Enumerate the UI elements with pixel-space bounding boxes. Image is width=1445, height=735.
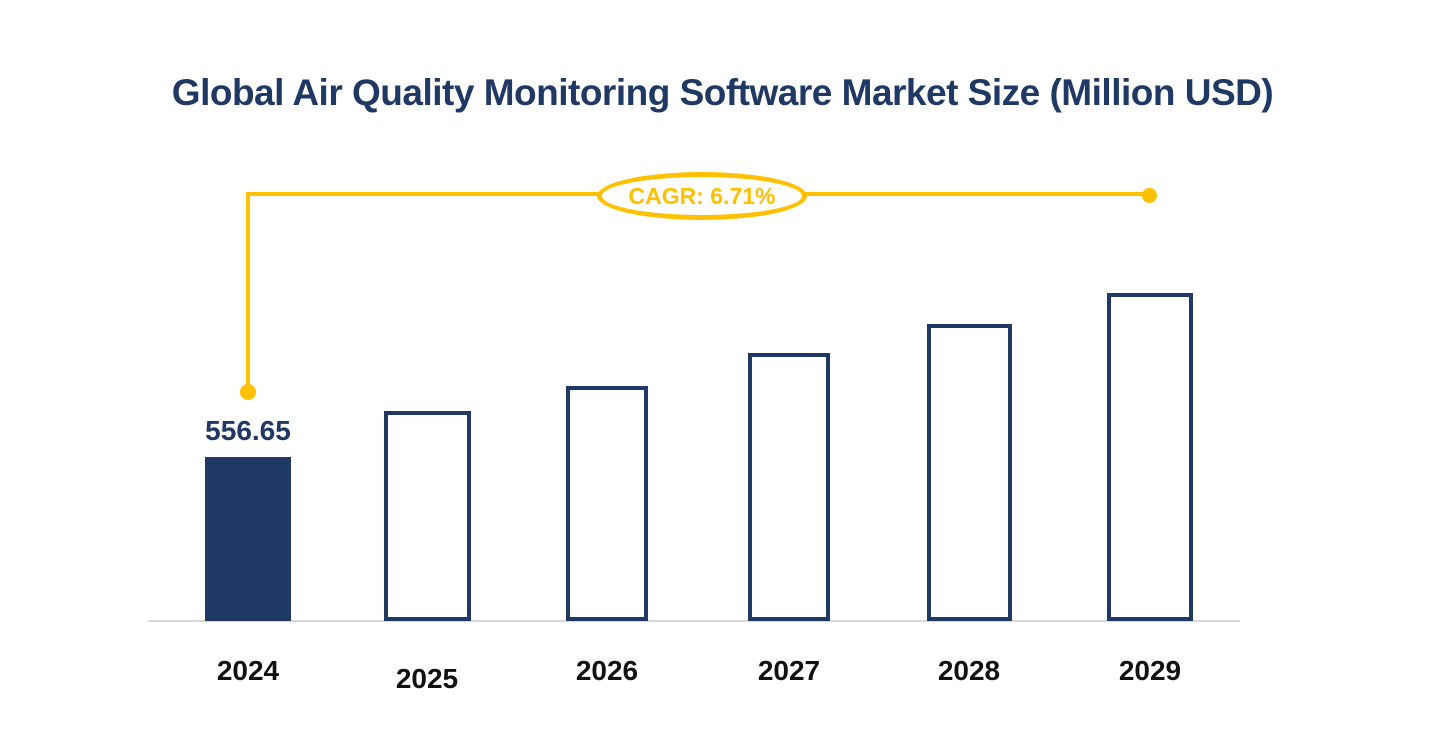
- x-axis-label-2024: 2024: [216, 655, 280, 686]
- cagr-connector-right-dot: [1142, 188, 1157, 203]
- bar-2024: [205, 457, 291, 621]
- cagr-label: CAGR: 6.71%: [628, 182, 776, 209]
- x-axis-label-2028: 2028: [937, 655, 1001, 686]
- bar-2029: [1107, 293, 1193, 621]
- x-axis-label-2026: 2026: [575, 655, 639, 686]
- data-label-2024: 556.65: [205, 415, 291, 446]
- x-axis-label-2029: 2029: [1118, 655, 1182, 686]
- bar-2026: [566, 386, 648, 621]
- x-axis-line: [148, 620, 1240, 622]
- chart-title: Global Air Quality Monitoring Software M…: [171, 72, 1274, 113]
- bar-2025: [383, 411, 471, 621]
- x-axis-label-2027: 2027: [757, 655, 821, 686]
- bar-2028: [926, 324, 1012, 621]
- cagr-connector-vertical-line: [246, 192, 250, 391]
- cagr-badge: CAGR: 6.71%: [597, 172, 807, 220]
- cagr-connector-left-dot: [240, 384, 256, 400]
- bar-2027: [748, 353, 830, 621]
- x-axis-label-2025: 2025: [395, 663, 459, 694]
